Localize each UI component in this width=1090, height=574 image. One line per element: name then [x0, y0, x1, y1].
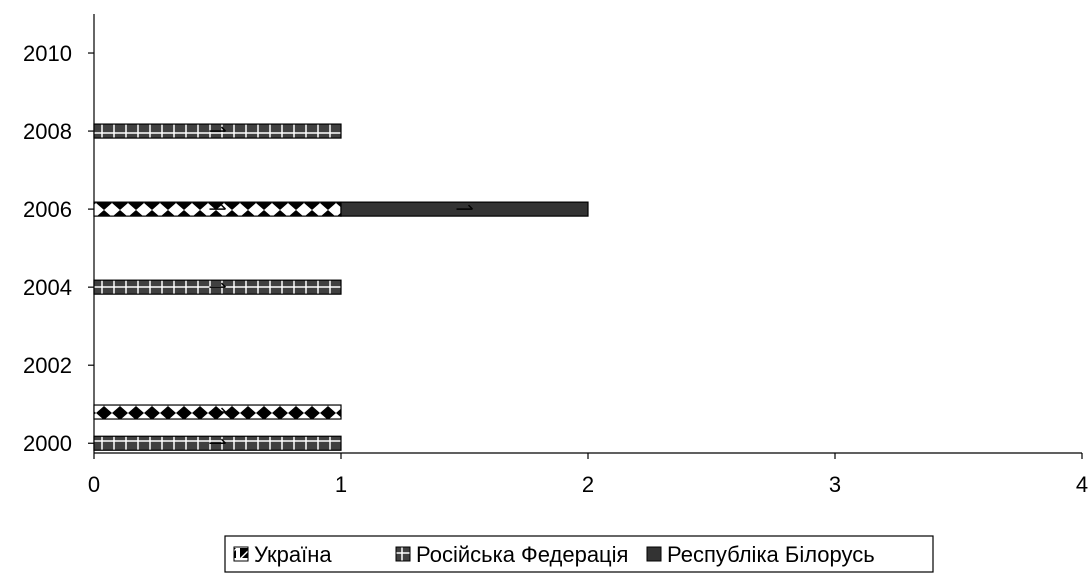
y-tick-label: 2000: [23, 431, 72, 456]
x-tick-label: 0: [88, 472, 100, 497]
bar-marker-head: [220, 407, 227, 413]
legend-swatch-solid: [646, 546, 662, 562]
legend-label: Російська Федерація: [416, 542, 628, 567]
axes: [88, 14, 1083, 459]
bars: [93, 123, 589, 451]
bar-marker-head: [220, 126, 227, 132]
legend-box: [224, 535, 934, 573]
y-tick-label: 2006: [23, 197, 72, 222]
bar-marker-head: [467, 204, 474, 210]
x-tick-label: 2: [582, 472, 594, 497]
legend-swatch-grid: [395, 546, 411, 562]
bar-marker-head: [220, 438, 227, 444]
x-tick-label: 1: [335, 472, 347, 497]
y-tick-label: 2004: [23, 275, 72, 300]
y-tick-label: 2010: [23, 41, 72, 66]
legend-label: Республіка Білорусь: [667, 542, 875, 567]
bar-marker-head: [220, 282, 227, 288]
legend-swatch-diamonds: [233, 546, 249, 562]
x-tick-label: 3: [829, 472, 841, 497]
legend-label: Україна: [254, 542, 332, 567]
y-tick-label: 2002: [23, 353, 72, 378]
x-tick-label: 4: [1076, 472, 1088, 497]
y-tick-label: 2008: [23, 119, 72, 144]
bar-marker-head: [220, 204, 227, 210]
tick-labels: 0 1 2 3 4 2000 2002 2004 2006 2008 2010: [23, 41, 1088, 497]
legend: Україна Російська Федерація Республіка Біл…: [224, 535, 934, 573]
